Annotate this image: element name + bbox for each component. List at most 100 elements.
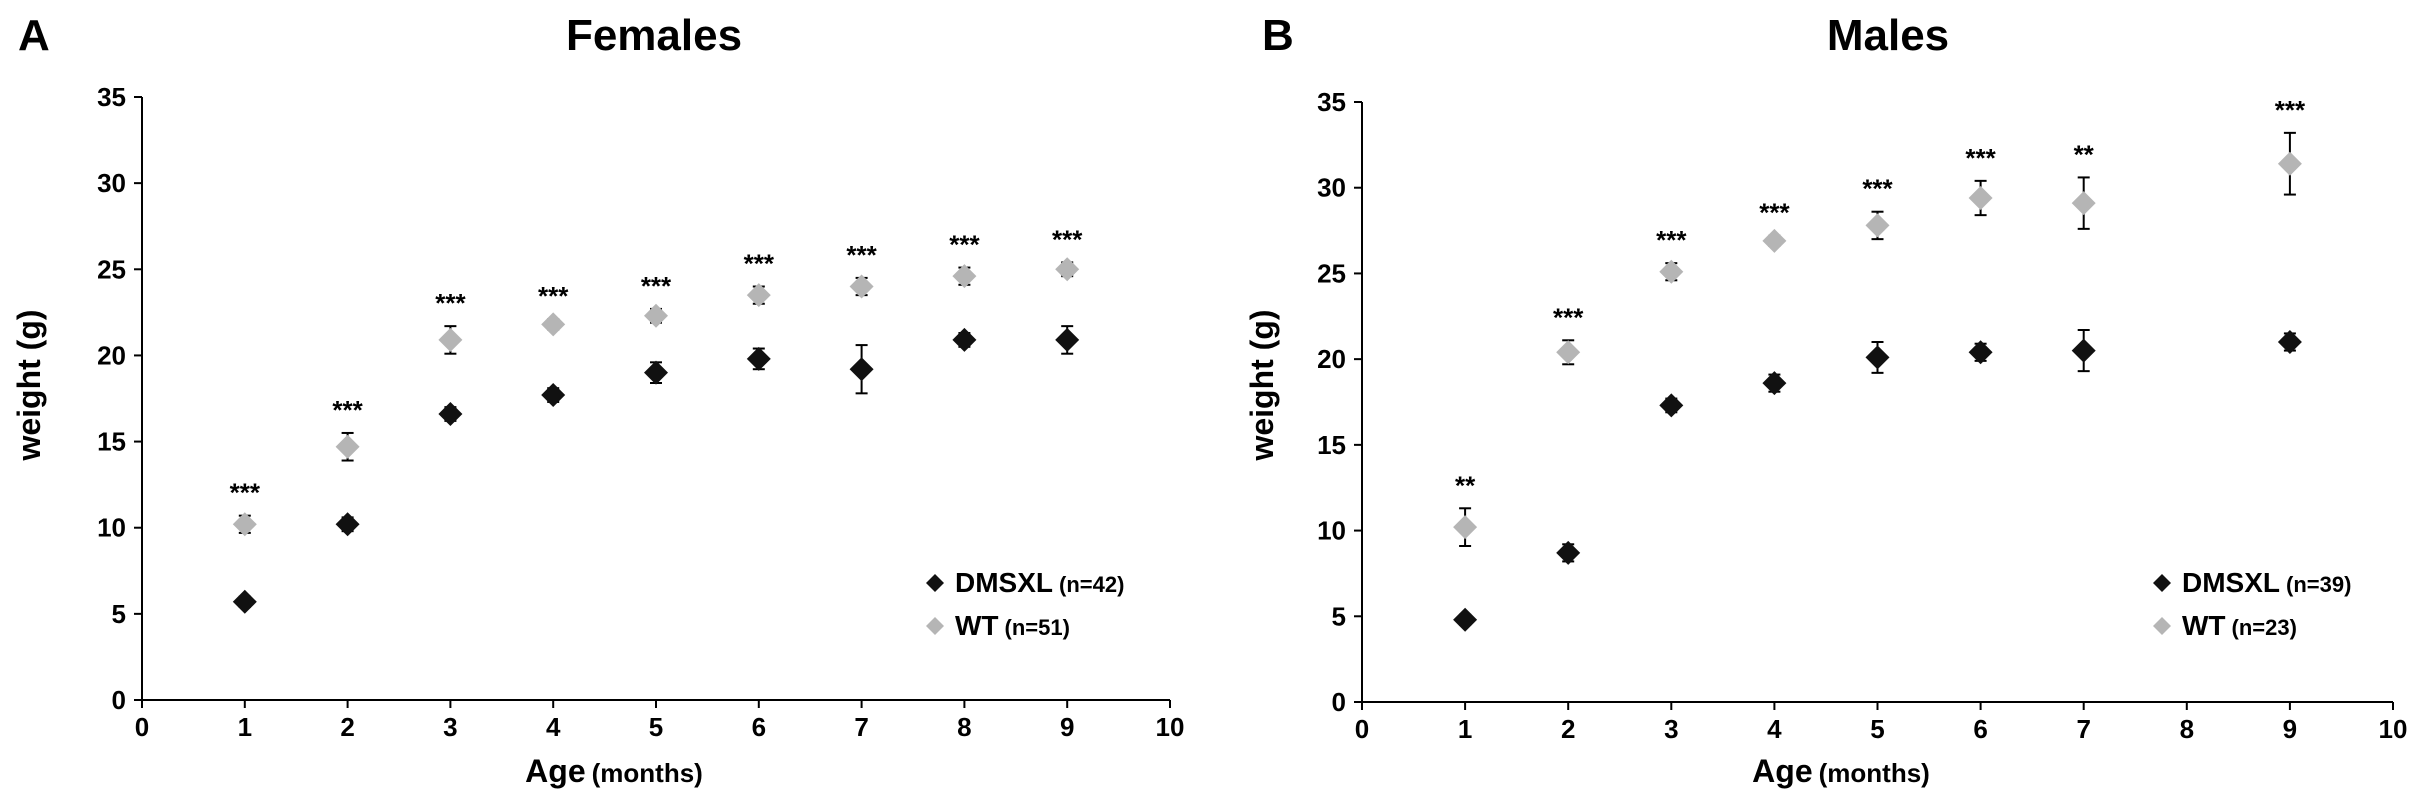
data-point-wt [952, 264, 977, 289]
data-point-wt [644, 303, 668, 328]
data-point-dmsxl [1453, 607, 1478, 632]
x-tick-label: 10 [1156, 712, 1185, 742]
x-tick-label: 0 [1355, 714, 1369, 744]
data-point-dmsxl [232, 589, 257, 614]
data-point-wt [1762, 228, 1787, 253]
y-axis-label: weight (g) [1244, 309, 1280, 461]
data-point-wt [438, 327, 463, 352]
x-tick-label: 6 [1973, 714, 1987, 744]
y-tick-label: 35 [97, 82, 126, 112]
data-point-dmsxl [849, 357, 874, 382]
y-tick-label: 35 [1317, 87, 1346, 117]
data-point-dmsxl [746, 346, 771, 371]
y-axis-label: weight (g) [11, 309, 47, 461]
significance-label: *** [846, 240, 877, 270]
data-point-dmsxl [952, 327, 977, 352]
data-point-wt [1453, 515, 1478, 540]
x-tick-label: 0 [135, 712, 149, 742]
significance-label: *** [744, 249, 775, 279]
x-tick-label: 10 [2379, 714, 2408, 744]
x-tick-label: 7 [2076, 714, 2090, 744]
x-tick-label: 4 [546, 712, 561, 742]
legend-entry: DMSXL (n=42) [955, 567, 1124, 598]
y-tick-label: 0 [112, 685, 126, 715]
legend-series-name: DMSXL [955, 567, 1053, 598]
panel-label: A [18, 11, 50, 60]
y-tick-label: 10 [1317, 516, 1346, 546]
y-tick-label: 5 [1332, 601, 1346, 631]
significance-label: ** [1455, 470, 1476, 500]
x-axis-label-unit: (months) [1819, 758, 1930, 788]
x-tick-label: 1 [238, 712, 252, 742]
data-point-wt [1659, 259, 1684, 284]
y-tick-label: 30 [1317, 173, 1346, 203]
x-tick-label: 7 [854, 712, 868, 742]
significance-label: *** [538, 281, 569, 311]
data-point-wt [335, 434, 360, 459]
data-point-dmsxl [1762, 371, 1787, 396]
data-point-dmsxl [335, 512, 360, 537]
y-tick-label: 10 [97, 513, 126, 543]
x-tick-label: 2 [1561, 714, 1575, 744]
significance-label: *** [1656, 225, 1687, 255]
data-point-dmsxl [1968, 340, 1993, 365]
x-axis-label-main: Age [525, 753, 585, 789]
x-tick-label: 8 [2180, 714, 2194, 744]
legend-entry: DMSXL (n=39) [2182, 567, 2351, 598]
legend-marker [926, 574, 944, 592]
legend-marker [926, 617, 944, 635]
panel-label: B [1262, 11, 1294, 60]
y-tick-label: 20 [1317, 344, 1346, 374]
data-point-dmsxl [1865, 345, 1890, 370]
x-axis-label-main: Age [1752, 753, 1812, 789]
y-tick-label: 25 [1317, 258, 1346, 288]
x-tick-label: 3 [443, 712, 457, 742]
y-tick-label: 30 [97, 168, 126, 198]
data-point-dmsxl [644, 360, 668, 385]
x-axis-label: Age (months) [525, 753, 703, 789]
legend-series-name: WT [2182, 610, 2226, 641]
y-tick-label: 20 [97, 340, 126, 370]
legend-series-name: WT [955, 610, 999, 641]
data-point-dmsxl [1556, 540, 1581, 565]
legend-entry: WT (n=23) [2182, 610, 2297, 641]
legend-n-label: (n=23) [2232, 615, 2297, 640]
significance-label: ** [2074, 139, 2095, 169]
data-point-wt [1968, 186, 1993, 210]
x-axis-label-unit: (months) [592, 758, 703, 788]
data-point-dmsxl [438, 402, 463, 427]
significance-label: *** [641, 271, 672, 301]
x-tick-label: 9 [2283, 714, 2297, 744]
panel-a: A Females weight (g) Age (months) 0510152… [11, 11, 1184, 789]
data-point-dmsxl [1659, 393, 1684, 418]
legend-n-label: (n=39) [2286, 572, 2351, 597]
data-point-wt [1055, 257, 1080, 282]
chart-title: Females [566, 11, 742, 60]
data-point-wt [2071, 191, 2096, 216]
data-point-wt [232, 512, 257, 537]
significance-label: *** [949, 230, 980, 260]
x-tick-label: 5 [649, 712, 663, 742]
chart-title: Males [1827, 11, 1949, 60]
x-tick-label: 9 [1060, 712, 1074, 742]
y-tick-label: 15 [1317, 430, 1346, 460]
significance-label: *** [1965, 143, 1996, 173]
legend-n-label: (n=51) [1005, 615, 1070, 640]
x-tick-label: 1 [1458, 714, 1472, 744]
data-point-wt [1865, 213, 1890, 238]
x-tick-label: 6 [752, 712, 766, 742]
data-point-dmsxl [2071, 338, 2096, 363]
y-tick-label: 25 [97, 254, 126, 284]
panel-b: B Males weight (g) Age (months) 051015202… [1244, 11, 2407, 789]
significance-label: *** [230, 478, 261, 508]
significance-label: *** [1553, 302, 1584, 332]
data-point-wt [849, 274, 874, 299]
data-point-dmsxl [1055, 327, 1080, 352]
legend-series-name: DMSXL [2182, 567, 2280, 598]
x-tick-label: 5 [1870, 714, 1884, 744]
legend-marker [2153, 574, 2171, 592]
